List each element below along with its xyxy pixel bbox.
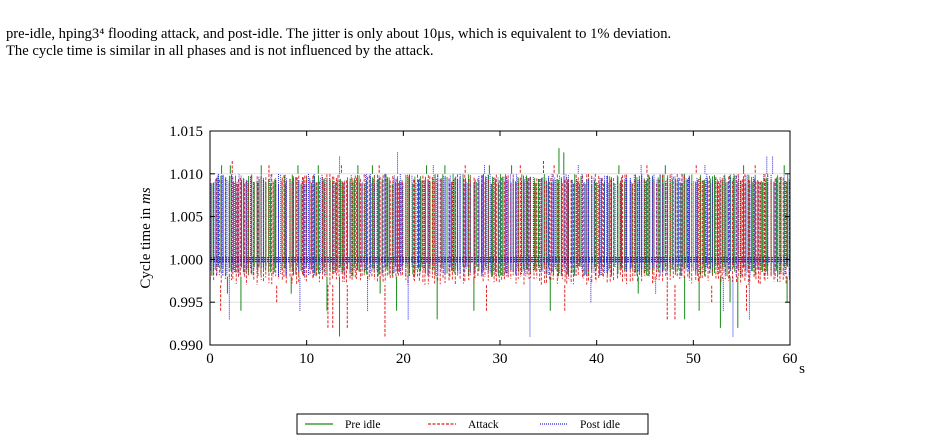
series-attack xyxy=(209,160,790,337)
axis-ticks: 0 10 20 30 40 50 60 0.990 0.995 1.000 1.005 1.010 1.… xyxy=(169,124,797,367)
y-tick-label: 1.015 xyxy=(169,124,203,140)
baseline-band xyxy=(210,257,790,263)
x-axis-label: s xyxy=(799,361,805,377)
series-post-idle xyxy=(210,152,790,337)
legend: Pre idle Attack Post idle xyxy=(296,413,649,435)
legend-label-1: Attack xyxy=(468,419,499,431)
caption-line-1: pre-idle, hping3⁴ flooding attack, and p… xyxy=(6,26,672,42)
legend-label-2: Post idle xyxy=(580,419,620,431)
x-tick-label: 60 xyxy=(783,351,798,367)
plot-area xyxy=(209,148,790,337)
y-axis-label: Cycle time in ms xyxy=(138,187,154,288)
y-tick-label: 1.010 xyxy=(169,167,203,183)
y-tick-label: 1.005 xyxy=(169,210,203,226)
x-tick-label: 10 xyxy=(299,351,314,367)
x-tick-label: 50 xyxy=(686,351,701,367)
caption: pre-idle, hping3⁴ flooding attack, and p… xyxy=(6,26,946,60)
y-tick-label: 1.000 xyxy=(169,252,203,268)
x-tick-label: 30 xyxy=(493,351,508,367)
legend-label-0: Pre idle xyxy=(345,419,380,431)
legend-box xyxy=(296,413,649,435)
x-tick-label: 20 xyxy=(396,351,411,367)
caption-line-2: The cycle time is similar in all phases … xyxy=(6,43,434,59)
y-tick-label: 0.990 xyxy=(169,338,203,354)
y-tick-label: 0.995 xyxy=(169,295,203,311)
x-tick-label: 0 xyxy=(206,351,214,367)
x-tick-label: 40 xyxy=(589,351,604,367)
series-pre-idle xyxy=(211,148,789,337)
